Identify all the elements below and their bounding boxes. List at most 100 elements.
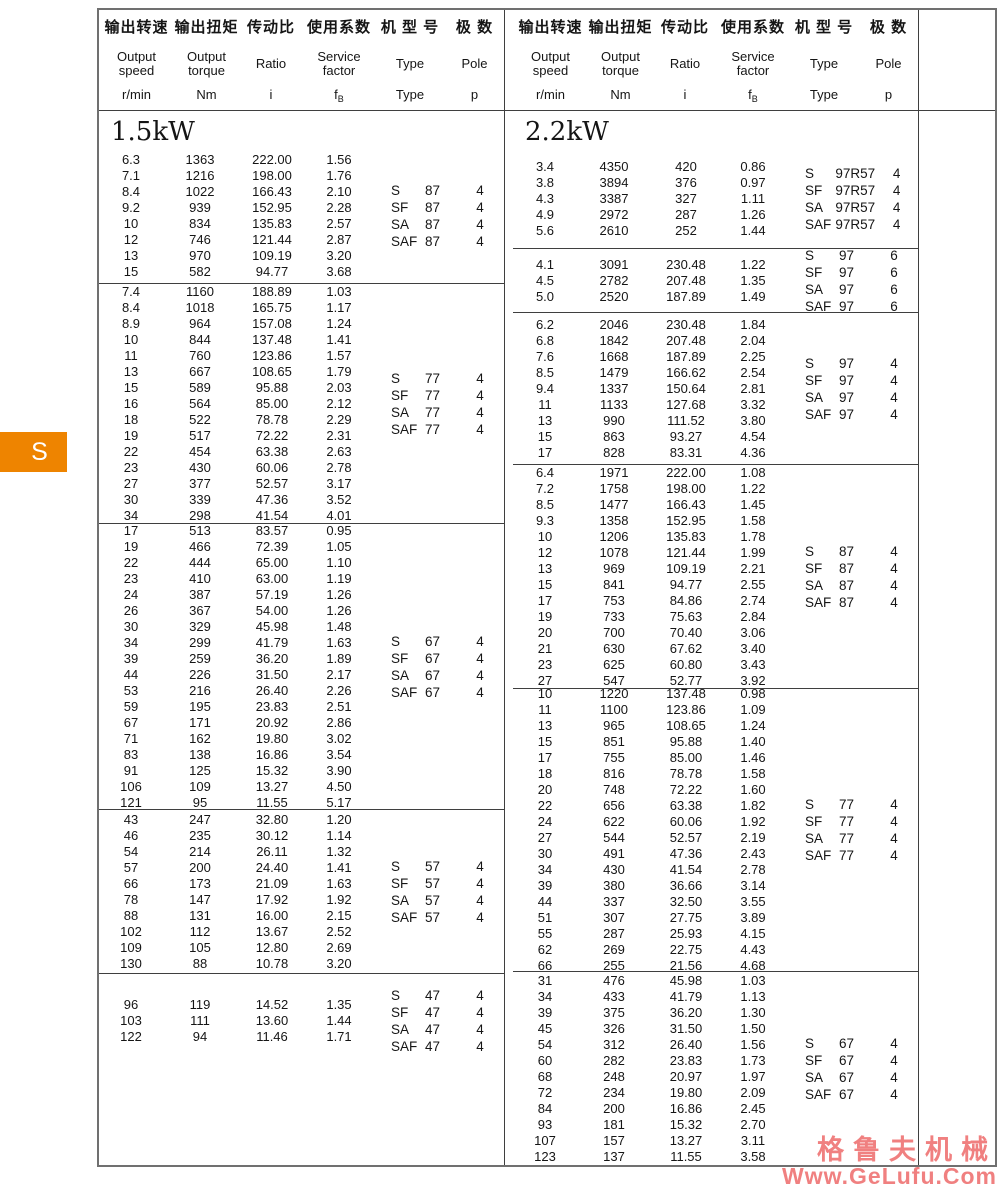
data-row: 7.1 1216 198.00 1.76 [99, 168, 371, 184]
col-header-ratio: 传动比 Ratio i [239, 10, 303, 110]
service-factor-value: 1.09 [740, 702, 766, 717]
ratio-value: 23.83 [255, 698, 289, 714]
col-header-unit: Nm [610, 87, 631, 102]
col-header-zh: 使用系数 [720, 19, 785, 36]
output-speed-value: 15 [123, 379, 139, 395]
service-factor-value: 1.71 [326, 1029, 352, 1044]
ratio-value: 85.00 [669, 750, 703, 765]
data-row: 12 1078 121.44 1.99 [513, 545, 785, 561]
pole-value: 6 [890, 248, 898, 263]
ratio-value: 137.48 [252, 331, 292, 347]
right-margin-column [919, 111, 995, 1165]
service-factor-value: 1.99 [740, 544, 766, 560]
ratio-value: 36.66 [669, 878, 703, 893]
data-row: 18 816 78.78 1.58 [513, 766, 785, 782]
data-row: 11 760 123.86 1.57 [99, 348, 371, 364]
output-torque-value: 1206 [599, 528, 629, 544]
output-torque-value: 234 [603, 1084, 625, 1100]
ratio-value: 25.93 [669, 926, 703, 941]
service-factor-value: 2.78 [326, 459, 352, 475]
output-speed-value: 17 [537, 750, 553, 765]
type-series: S [391, 370, 401, 386]
ratio-value: 26.40 [669, 1036, 703, 1052]
ratio-value: 16.86 [669, 1100, 703, 1116]
service-factor-value: 3.20 [326, 955, 352, 971]
output-torque-value: 111 [190, 1013, 210, 1028]
service-factor-value: 1.58 [740, 766, 766, 781]
output-torque-value: 216 [189, 682, 211, 698]
output-speed-value: 24 [123, 586, 139, 602]
ratio-value: 166.43 [252, 184, 292, 199]
block-rows: 4.1 3091 230.48 1.22 4.5 2782 207.48 1.35 5.0 252… [513, 249, 918, 312]
type-model: 77 [839, 814, 855, 829]
type-row: SF 77 4 [371, 387, 504, 404]
service-factor-value: 1.82 [740, 798, 766, 813]
pole-value: 4 [890, 560, 898, 576]
col-header-en: Type [395, 55, 425, 71]
numeric-columns: 96 119 14.52 1.35 103 111 13.60 1.44 122 94 11.46 1… [99, 974, 371, 1068]
data-row: 93 181 15.32 2.70 [513, 1117, 785, 1133]
output-speed-value: 30 [537, 846, 553, 861]
watermark: 格鲁夫机械 Www.GeLufu.Com [782, 1135, 997, 1188]
service-factor-value: 4.43 [740, 942, 766, 957]
data-block: 1.5kW 6.3 1363 222.00 1.56 7.1 1216 198.00 1.76 8… [99, 111, 504, 283]
output-speed-value: 17 [537, 444, 553, 460]
col-header-zh: 输出扭矩 [588, 19, 653, 36]
service-factor-value: 3.58 [740, 1148, 766, 1164]
pole-value: 6 [890, 298, 898, 313]
output-speed-value: 44 [123, 666, 139, 682]
output-speed-value: 59 [123, 698, 139, 714]
data-row: 31 476 45.98 1.03 [513, 973, 785, 989]
data-row: 5.0 2520 187.89 1.49 [513, 289, 785, 305]
output-speed-value: 5.6 [535, 222, 555, 238]
col-header-zh: 极 数 [455, 19, 494, 36]
data-row: 10 1206 135.83 1.78 [513, 529, 785, 545]
output-torque-value: 433 [603, 988, 625, 1004]
type-row: SA 77 4 [785, 830, 918, 847]
service-factor-value: 1.24 [326, 315, 352, 331]
output-torque-value: 564 [189, 395, 211, 411]
data-row: 46 235 30.12 1.14 [99, 828, 371, 844]
type-row: SA 87 4 [785, 577, 918, 594]
output-speed-value: 6.3 [121, 152, 141, 167]
service-factor-value: 2.54 [740, 364, 766, 380]
output-speed-value: 10 [537, 688, 553, 701]
pole-value: 4 [890, 1086, 898, 1102]
type-series: SF [391, 1005, 409, 1020]
ratio-value: 11.55 [670, 1148, 702, 1164]
data-row: 43 247 32.80 1.20 [99, 812, 371, 828]
ratio-value: 207.48 [666, 332, 706, 348]
type-list: S 67 4 SF 67 4 SA 67 4 SAF 67 4 [371, 524, 504, 809]
type-series: S [805, 543, 815, 559]
output-torque-value: 3387 [599, 190, 629, 206]
numeric-columns: 4.1 3091 230.48 1.22 4.5 2782 207.48 1.35 5.0 252… [513, 249, 785, 312]
numeric-columns: 10 1220 137.48 0.98 11 1100 123.86 1.09 13 965 108… [513, 689, 785, 971]
ratio-value: 135.83 [666, 528, 706, 544]
type-row: SF 87 4 [371, 199, 504, 216]
type-model: 97 [839, 248, 855, 263]
col-header-unit: p [884, 87, 893, 102]
service-factor-value: 2.03 [326, 379, 352, 395]
pole-value: 4 [890, 1069, 898, 1085]
ratio-value: 52.57 [669, 830, 703, 845]
data-row: 39 259 36.20 1.89 [99, 651, 371, 667]
output-torque-value: 112 [189, 923, 211, 939]
service-factor-value: 1.03 [740, 972, 766, 988]
output-torque-value: 329 [189, 618, 211, 634]
data-row: 10 834 135.83 2.57 [99, 216, 371, 232]
ratio-value: 63.38 [255, 443, 289, 459]
col-header-unit: r/min [122, 87, 151, 102]
col-header-en: Service factor [317, 48, 361, 78]
output-speed-value: 53 [123, 682, 139, 698]
ratio-value: 166.62 [666, 364, 706, 380]
service-factor-value: 4.36 [740, 444, 766, 460]
type-row: SA 47 4 [371, 1021, 504, 1038]
output-torque-value: 226 [189, 666, 211, 682]
type-model: 77 [425, 421, 441, 437]
ratio-value: 47.36 [255, 491, 289, 507]
pole-value: 4 [476, 858, 484, 874]
output-speed-value: 4.5 [535, 272, 555, 288]
output-speed-value: 15 [537, 428, 553, 444]
output-torque-value: 380 [603, 878, 625, 893]
